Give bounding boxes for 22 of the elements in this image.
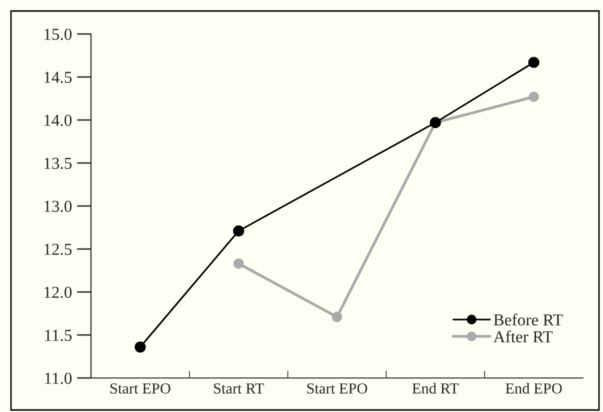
x-tick-label: Start RT	[214, 383, 264, 394]
x-tick-label: Start EPO	[307, 383, 368, 394]
y-tick-label: 11.0	[45, 372, 72, 384]
y-tick-label: 14.0	[44, 114, 72, 126]
y-tick-label: 15.0	[44, 28, 72, 40]
x-tick-label: End RT	[412, 382, 459, 394]
point	[528, 92, 540, 102]
x-tick-label: Start EPO	[110, 383, 170, 394]
legend-label: Before RT	[494, 314, 563, 326]
y-tick-label: 13.5	[44, 158, 72, 170]
y-tick-label: 13.0	[44, 200, 72, 212]
point	[528, 56, 540, 68]
point	[233, 225, 244, 236]
y-tick-label: 12.0	[44, 286, 72, 298]
point	[233, 258, 244, 269]
y-tick-label: 11.5	[45, 330, 72, 342]
legend-label: After RT	[493, 330, 553, 342]
point	[332, 312, 342, 322]
y-tick-label: 14.5	[44, 72, 72, 84]
point	[134, 341, 146, 353]
y-tick-label: 12.5	[44, 244, 72, 256]
x-tick-label: End EPO	[506, 382, 562, 394]
